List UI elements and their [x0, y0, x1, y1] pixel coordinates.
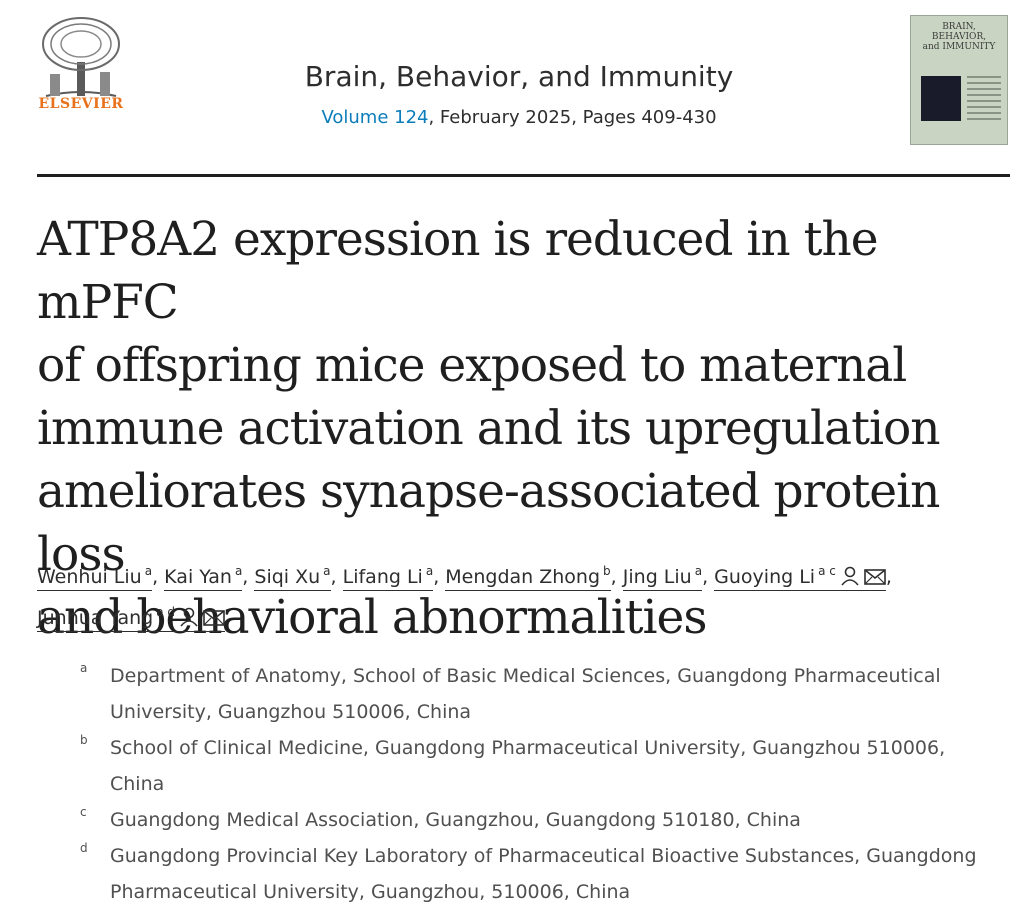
article-title: ATP8A2 expression is reduced in the mPFC…	[37, 208, 1012, 649]
affiliation-text: Department of Anatomy, School of Basic M…	[110, 665, 941, 723]
author-separator: ,	[610, 566, 623, 588]
affiliation-item: d Guangdong Provincial Key Laboratory of …	[80, 838, 1000, 910]
cover-text-lines	[967, 76, 1001, 136]
affiliation-marker: a	[234, 564, 243, 578]
author-name: Mengdan Zhong	[445, 566, 601, 588]
title-line: and behavioral abnormalities	[37, 590, 708, 645]
author-name: Jing Liu	[622, 566, 692, 588]
affiliation-text: School of Clinical Medicine, Guangdong P…	[110, 737, 946, 795]
cover-title-line: BRAIN,	[942, 22, 976, 32]
author-separator: ,	[330, 566, 343, 588]
affiliation-marker: a c	[818, 564, 836, 578]
author-separator: ,	[242, 566, 255, 588]
elsevier-tree-logo[interactable]	[36, 14, 126, 114]
affiliation-marker: a	[323, 564, 331, 578]
person-icon	[180, 607, 198, 627]
envelope-icon	[864, 569, 886, 585]
author-name: Wenhui Liu	[37, 566, 142, 588]
header-divider	[37, 174, 1010, 177]
affiliation-label: c	[80, 805, 87, 819]
author-name: Junhua Yang	[37, 607, 154, 629]
journal-cover-thumbnail[interactable]: BRAIN, BEHAVIOR, and IMMUNITY	[910, 15, 1008, 145]
issue-details: , February 2025, Pages 409-430	[428, 107, 717, 128]
author-link[interactable]: Mengdan Zhong b	[445, 564, 611, 591]
volume-link[interactable]: Volume 124	[321, 107, 429, 128]
affiliation-label: b	[80, 733, 88, 747]
author-link[interactable]: Junhua Yang a d	[37, 605, 225, 632]
affiliation-text: Guangdong Medical Association, Guangzhou…	[110, 809, 801, 831]
author-separator: ,	[885, 566, 892, 588]
author-name: Siqi Xu	[254, 566, 321, 588]
affiliation-list: a Department of Anatomy, School of Basic …	[80, 658, 1000, 910]
author-link[interactable]: Kai Yan a	[164, 564, 243, 591]
affiliation-label: a	[80, 661, 88, 675]
affiliation-marker: a d	[156, 605, 175, 619]
author-separator: ,	[152, 566, 165, 588]
envelope-icon	[203, 610, 225, 626]
cover-title: BRAIN, BEHAVIOR, and IMMUNITY	[911, 22, 1007, 52]
affiliation-marker: b	[603, 564, 611, 578]
affiliation-item: a Department of Anatomy, School of Basic …	[80, 658, 1000, 730]
cover-title-line: and IMMUNITY	[922, 42, 996, 52]
author-link[interactable]: Siqi Xu a	[254, 564, 331, 591]
journal-title[interactable]: Brain, Behavior, and Immunity	[304, 60, 734, 93]
title-line: of offspring mice exposed to maternal	[37, 338, 907, 393]
author-link[interactable]: Wenhui Liu a	[37, 564, 153, 591]
author-separator: ,	[702, 566, 715, 588]
author-name: Kai Yan	[164, 566, 232, 588]
title-line: immune activation and its upregulation	[37, 401, 941, 456]
author-link[interactable]: Jing Liu a	[622, 564, 703, 591]
journal-header: ELSEVIER Brain, Behavior, and Immunity V…	[0, 0, 1019, 176]
author-separator: ,	[433, 566, 446, 588]
journal-issue-info: Volume 124, February 2025, Pages 409-430	[230, 107, 808, 128]
affiliation-marker: a	[694, 564, 703, 578]
author-name: Guoying Li	[714, 566, 816, 588]
affiliation-marker: a	[425, 564, 434, 578]
author-link[interactable]: Lifang Li a	[342, 564, 434, 591]
affiliation-item: c Guangdong Medical Association, Guangzho…	[80, 802, 1000, 838]
affiliation-text: Guangdong Provincial Key Laboratory of P…	[110, 845, 977, 903]
title-line: ameliorates synapse-associated protein l…	[37, 464, 940, 582]
affiliation-label: d	[80, 841, 88, 855]
person-icon	[841, 566, 859, 586]
title-line: ATP8A2 expression is reduced in the mPFC	[37, 212, 879, 330]
author-name: Lifang Li	[342, 566, 423, 588]
author-list: Wenhui Liu a, Kai Yan a, Siqi Xu a, Lifang …	[37, 554, 997, 636]
affiliation-marker: a	[144, 564, 153, 578]
cover-title-line: BEHAVIOR,	[931, 32, 987, 42]
cover-image	[921, 76, 961, 121]
author-link[interactable]: Guoying Li a c	[714, 564, 886, 591]
publisher-wordmark[interactable]: ELSEVIER	[38, 96, 124, 112]
affiliation-item: b School of Clinical Medicine, Guangdong …	[80, 730, 1000, 802]
